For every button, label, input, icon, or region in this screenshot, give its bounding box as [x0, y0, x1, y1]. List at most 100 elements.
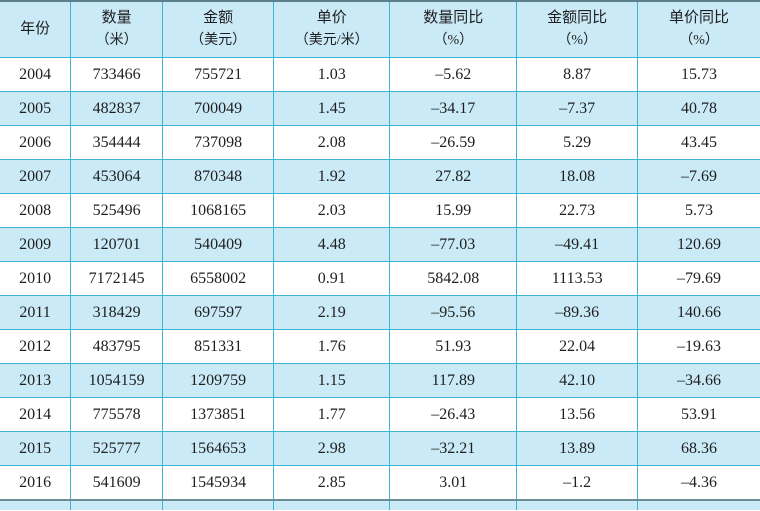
cell-amount-yoy: 1113.53	[516, 261, 639, 296]
strip-cell	[637, 499, 760, 510]
cell-unit-price-yoy: 40.78	[637, 91, 760, 126]
cell-quantity-m: 453064	[70, 159, 164, 194]
header-row: 年份 数量 （米） 金额 （美元） 单价 （美元/米） 数量同比 （%） 金额同比 （%） 单价同比 （…	[0, 0, 760, 58]
cell-quantity-yoy: –5.62	[389, 57, 518, 92]
cell-unit-price-yoy: 68.36	[637, 431, 760, 466]
column-header-amount-yoy: 金额同比 （%）	[516, 0, 639, 58]
cell-unit-price: 1.03	[273, 57, 391, 92]
cell-amount-yoy: 18.08	[516, 159, 639, 194]
cell-amount-usd: 700049	[162, 91, 275, 126]
strip-cell	[0, 499, 72, 510]
table-row-2005: 2005 482837 700049 1.45 –34.17 –7.37 40.78	[0, 91, 760, 126]
cell-year: 2009	[0, 227, 72, 262]
cell-year: 2015	[0, 431, 72, 466]
column-header-label: 单价	[316, 10, 347, 27]
column-header-label: 数量同比	[423, 10, 484, 27]
cell-quantity-yoy: 51.93	[389, 329, 518, 364]
cell-unit-price: 1.45	[273, 91, 391, 126]
cell-unit-price-yoy: 53.91	[637, 397, 760, 432]
column-header-quantity-m: 数量 （米）	[70, 0, 164, 58]
cell-quantity-yoy: –77.03	[389, 227, 518, 262]
cell-amount-yoy: 8.87	[516, 57, 639, 92]
cell-amount-yoy: –89.36	[516, 295, 639, 330]
table-row-2013: 2013 1054159 1209759 1.15 117.89 42.10 –34.66	[0, 363, 760, 398]
cell-amount-usd: 540409	[162, 227, 275, 262]
cell-unit-price: 2.98	[273, 431, 391, 466]
cell-quantity-yoy: –26.43	[389, 397, 518, 432]
cell-quantity-m: 525496	[70, 193, 164, 228]
column-header-unit: （%）	[433, 33, 474, 49]
cell-year: 2011	[0, 295, 72, 330]
table-row-2008: 2008 525496 1068165 2.03 15.99 22.73 5.73	[0, 193, 760, 228]
column-header-year: 年份	[0, 0, 72, 58]
cell-amount-yoy: 13.56	[516, 397, 639, 432]
cell-quantity-m: 7172145	[70, 261, 164, 296]
cell-quantity-yoy: –26.59	[389, 125, 518, 160]
column-header-unit-price: 单价 （美元/米）	[273, 0, 391, 58]
cell-quantity-m: 541609	[70, 465, 164, 501]
strip-cell	[70, 499, 164, 510]
cell-unit-price: 2.85	[273, 465, 391, 501]
table-row-2011: 2011 318429 697597 2.19 –95.56 –89.36 140.66	[0, 295, 760, 330]
table-row-2010: 2010 7172145 6558002 0.91 5842.08 1113.53 –79.…	[0, 261, 760, 296]
cell-quantity-yoy: 3.01	[389, 465, 518, 501]
cell-quantity-m: 525777	[70, 431, 164, 466]
column-header-label: 年份	[20, 20, 51, 37]
cell-quantity-yoy: 27.82	[389, 159, 518, 194]
cell-quantity-yoy: –34.17	[389, 91, 518, 126]
strip-cell	[162, 499, 275, 510]
table-row-2012: 2012 483795 851331 1.76 51.93 22.04 –19.63	[0, 329, 760, 364]
cell-year: 2010	[0, 261, 72, 296]
cell-year: 2004	[0, 57, 72, 92]
cell-quantity-yoy: –95.56	[389, 295, 518, 330]
cell-unit-price: 1.15	[273, 363, 391, 398]
cell-amount-yoy: –7.37	[516, 91, 639, 126]
cell-amount-yoy: 13.89	[516, 431, 639, 466]
cell-year: 2012	[0, 329, 72, 364]
cell-amount-yoy: –1.2	[516, 465, 639, 501]
cell-unit-price: 2.08	[273, 125, 391, 160]
cell-amount-usd: 851331	[162, 329, 275, 364]
column-header-label: 单价同比	[669, 10, 730, 27]
cell-unit-price: 2.03	[273, 193, 391, 228]
cell-amount-usd: 755721	[162, 57, 275, 92]
cell-unit-price: 0.91	[273, 261, 391, 296]
column-header-quantity-yoy: 数量同比 （%）	[389, 0, 518, 58]
column-header-amount-usd: 金额 （美元）	[162, 0, 275, 58]
cell-amount-usd: 1068165	[162, 193, 275, 228]
table-row-2006: 2006 354444 737098 2.08 –26.59 5.29 43.45	[0, 125, 760, 160]
cell-unit-price-yoy: 120.69	[637, 227, 760, 262]
column-header-unit: （%）	[557, 33, 597, 49]
column-header-unit: （米）	[95, 33, 138, 49]
column-header-label: 金额同比	[547, 10, 608, 27]
table-header: 年份 数量 （米） 金额 （美元） 单价 （美元/米） 数量同比 （%） 金额同比 （%） 单价同比 （…	[0, 0, 760, 58]
cell-amount-yoy: 22.04	[516, 329, 639, 364]
cell-amount-usd: 6558002	[162, 261, 275, 296]
table-row-2004: 2004 733466 755721 1.03 –5.62 8.87 15.73	[0, 57, 760, 92]
cell-unit-price: 2.19	[273, 295, 391, 330]
cell-unit-price: 1.77	[273, 397, 391, 432]
cell-amount-yoy: 5.29	[516, 125, 639, 160]
cell-quantity-yoy: 15.99	[389, 193, 518, 228]
cell-amount-usd: 697597	[162, 295, 275, 330]
cell-unit-price-yoy: –79.69	[637, 261, 760, 296]
cell-amount-usd: 737098	[162, 125, 275, 160]
column-header-label: 数量	[101, 10, 132, 27]
cell-unit-price: 4.48	[273, 227, 391, 262]
cell-amount-usd: 1373851	[162, 397, 275, 432]
cell-year: 2013	[0, 363, 72, 398]
cell-year: 2014	[0, 397, 72, 432]
cell-quantity-m: 483795	[70, 329, 164, 364]
table-row-2014: 2014 775578 1373851 1.77 –26.43 13.56 53.91	[0, 397, 760, 432]
cell-unit-price-yoy: 43.45	[637, 125, 760, 160]
table-row-2009: 2009 120701 540409 4.48 –77.03 –49.41 120.69	[0, 227, 760, 262]
cell-amount-usd: 870348	[162, 159, 275, 194]
column-header-unit-price-yoy: 单价同比 （%）	[637, 0, 760, 58]
cell-quantity-m: 775578	[70, 397, 164, 432]
column-header-unit: （美元/米）	[294, 33, 369, 49]
cell-quantity-yoy: 117.89	[389, 363, 518, 398]
cell-quantity-m: 733466	[70, 57, 164, 92]
cell-amount-yoy: 22.73	[516, 193, 639, 228]
cell-amount-usd: 1209759	[162, 363, 275, 398]
cell-unit-price: 1.92	[273, 159, 391, 194]
